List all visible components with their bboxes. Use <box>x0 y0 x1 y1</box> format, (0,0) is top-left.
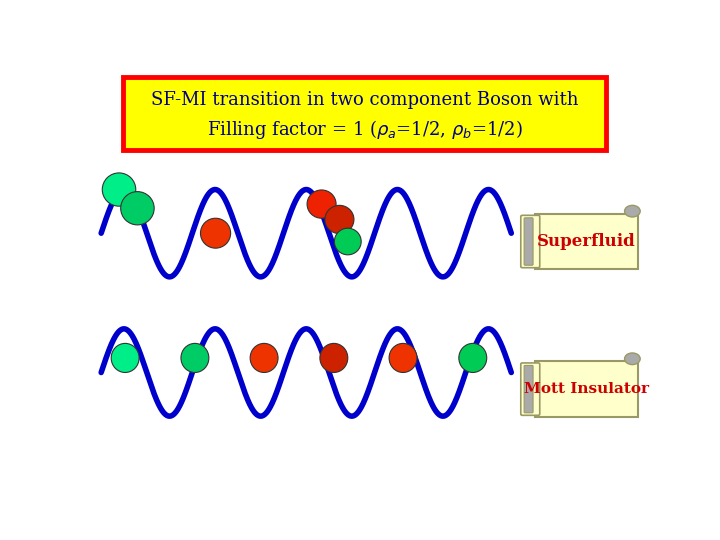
Ellipse shape <box>334 228 361 255</box>
Ellipse shape <box>320 343 348 373</box>
Text: Filling factor = 1 ($\rho_a$=1/2, $\rho_b$=1/2): Filling factor = 1 ($\rho_a$=1/2, $\rho_… <box>207 118 523 141</box>
Ellipse shape <box>111 343 139 373</box>
Ellipse shape <box>121 192 154 225</box>
Ellipse shape <box>181 343 209 373</box>
FancyBboxPatch shape <box>535 214 638 269</box>
Ellipse shape <box>307 190 336 218</box>
FancyBboxPatch shape <box>124 77 606 150</box>
Ellipse shape <box>459 343 487 373</box>
FancyBboxPatch shape <box>521 215 540 268</box>
Ellipse shape <box>250 343 278 373</box>
Ellipse shape <box>389 343 417 373</box>
FancyBboxPatch shape <box>521 363 540 415</box>
Ellipse shape <box>200 218 230 248</box>
Ellipse shape <box>624 353 640 365</box>
Text: SF-MI transition in two component Boson with: SF-MI transition in two component Boson … <box>151 91 579 109</box>
Ellipse shape <box>325 205 354 234</box>
Ellipse shape <box>102 173 136 206</box>
Text: Mott Insulator: Mott Insulator <box>524 382 649 396</box>
FancyBboxPatch shape <box>535 361 638 417</box>
FancyBboxPatch shape <box>524 218 533 265</box>
Text: Superfluid: Superfluid <box>537 233 636 250</box>
FancyBboxPatch shape <box>524 366 533 413</box>
Ellipse shape <box>624 205 640 217</box>
